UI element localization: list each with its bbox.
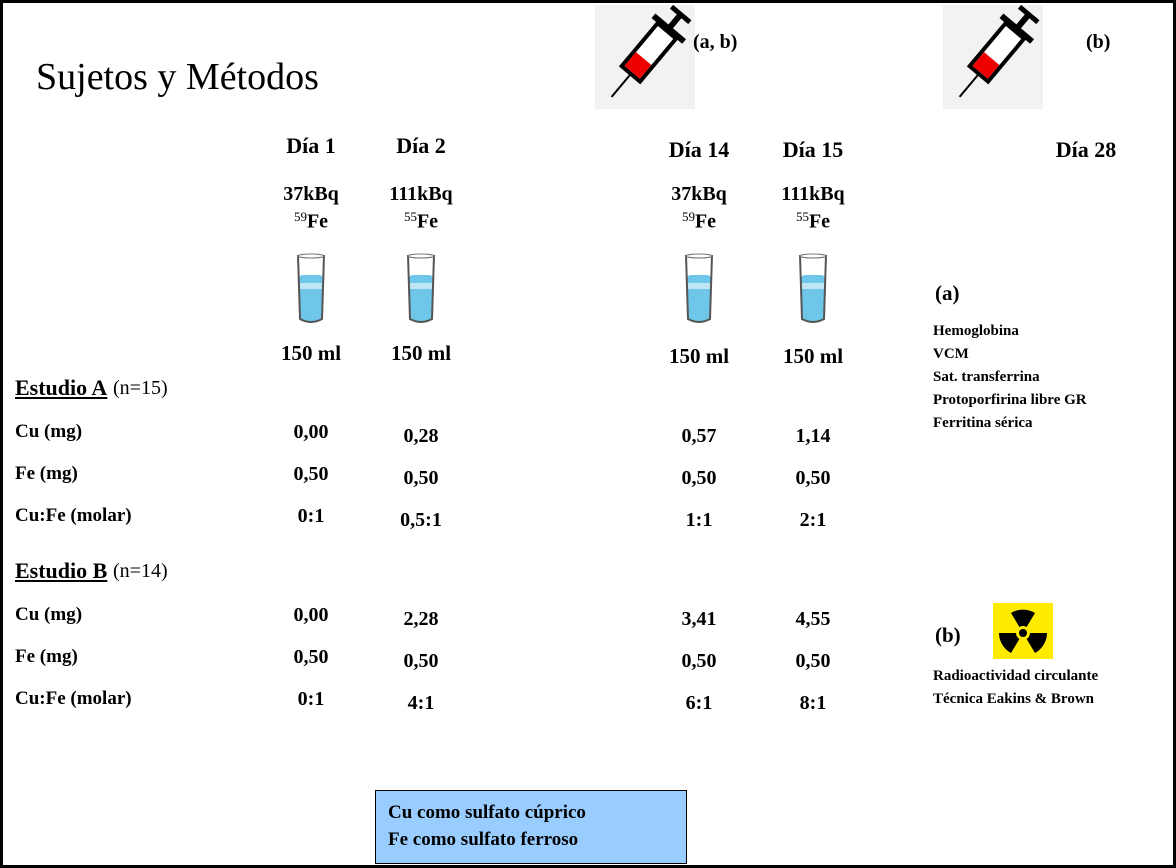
row-label: Cu (mg) <box>15 604 82 626</box>
glass-icon <box>684 253 714 325</box>
radiation-icon <box>993 603 1053 659</box>
mass-number: 55 <box>796 209 809 224</box>
isotope: 55Fe <box>796 209 830 233</box>
measure-item: VCM <box>933 346 969 363</box>
cell-value: 0,50 <box>796 650 831 673</box>
cell-value: 3,41 <box>682 608 717 631</box>
row-label: Fe (mg) <box>15 463 78 485</box>
volume: 150 ml <box>391 341 451 366</box>
day-label: Día 1 <box>286 133 336 159</box>
day-label: Día 14 <box>669 137 730 163</box>
cell-value: 4:1 <box>408 692 435 715</box>
cell-value: 8:1 <box>800 692 827 715</box>
slide: Sujetos y Métodos (a, b) (b) Cu como sul… <box>0 0 1176 868</box>
dose-amount: 37kBq <box>671 183 727 206</box>
cell-value: 0,5:1 <box>400 509 442 532</box>
element: Fe <box>307 210 328 232</box>
syringe-icon <box>595 5 695 109</box>
row-label: Fe (mg) <box>15 646 78 668</box>
measure-heading: (a) <box>935 281 960 306</box>
isotope: 59Fe <box>294 209 328 233</box>
cell-value: 1:1 <box>686 509 713 532</box>
cell-value: 0,50 <box>294 646 329 669</box>
element: Fe <box>809 210 830 232</box>
cell-value: 0,50 <box>682 650 717 673</box>
note-box: Cu como sulfato cúprico Fe como sulfato … <box>375 790 687 864</box>
measure-item: Ferritina sérica <box>933 415 1033 432</box>
cell-value: 0,50 <box>294 463 329 486</box>
cell-value: 0,28 <box>404 425 439 448</box>
row-label: Cu (mg) <box>15 421 82 443</box>
note-line: Cu como sulfato cúprico <box>388 799 686 826</box>
measure-item: Sat. transferrina <box>933 369 1040 386</box>
cell-value: 0,00 <box>294 421 329 444</box>
cell-value: 0,57 <box>682 425 717 448</box>
cell-value: 0,00 <box>294 604 329 627</box>
cell-value: 0,50 <box>682 467 717 490</box>
cell-value: 0,50 <box>796 467 831 490</box>
element: Fe <box>417 210 438 232</box>
measure-item: Técnica Eakins & Brown <box>933 691 1094 708</box>
cell-value: 0,50 <box>404 467 439 490</box>
measure-item: Hemoglobina <box>933 323 1019 340</box>
element: Fe <box>695 210 716 232</box>
cell-value: 2:1 <box>800 509 827 532</box>
study-name: Estudio A <box>15 375 107 401</box>
glass-icon <box>798 253 828 325</box>
measure-item: Radioactividad circulante <box>933 668 1098 685</box>
study-name: Estudio B <box>15 558 107 584</box>
measure-item: Protoporfirina libre GR <box>933 392 1087 409</box>
cell-value: 6:1 <box>686 692 713 715</box>
isotope: 59Fe <box>682 209 716 233</box>
cell-value: 0,50 <box>404 650 439 673</box>
cell-value: 4,55 <box>796 608 831 631</box>
dose-amount: 111kBq <box>781 183 844 206</box>
cell-value: 2,28 <box>404 608 439 631</box>
mass-number: 55 <box>404 209 417 224</box>
injection-label: (a, b) <box>693 31 737 54</box>
glass-icon <box>406 253 436 325</box>
cell-value: 0:1 <box>298 505 325 528</box>
glass-icon <box>296 253 326 325</box>
volume: 150 ml <box>783 344 843 369</box>
day-label: Día 15 <box>783 137 844 163</box>
volume: 150 ml <box>669 344 729 369</box>
dose-amount: 111kBq <box>389 183 452 206</box>
volume: 150 ml <box>281 341 341 366</box>
syringe-icon <box>943 5 1043 109</box>
mass-number: 59 <box>682 209 695 224</box>
dose-amount: 37kBq <box>283 183 339 206</box>
study-n: (n=15) <box>113 377 168 400</box>
isotope: 55Fe <box>404 209 438 233</box>
cell-value: 0:1 <box>298 688 325 711</box>
measure-heading: (b) <box>935 623 961 648</box>
injection-label: (b) <box>1086 31 1110 54</box>
study-n: (n=14) <box>113 560 168 583</box>
row-label: Cu:Fe (molar) <box>15 688 132 710</box>
title: Sujetos y Métodos <box>36 55 319 99</box>
row-label: Cu:Fe (molar) <box>15 505 132 527</box>
day-label: Día 28 <box>1056 137 1117 163</box>
day-label: Día 2 <box>396 133 446 159</box>
mass-number: 59 <box>294 209 307 224</box>
note-line: Fe como sulfato ferroso <box>388 826 686 853</box>
cell-value: 1,14 <box>796 425 831 448</box>
